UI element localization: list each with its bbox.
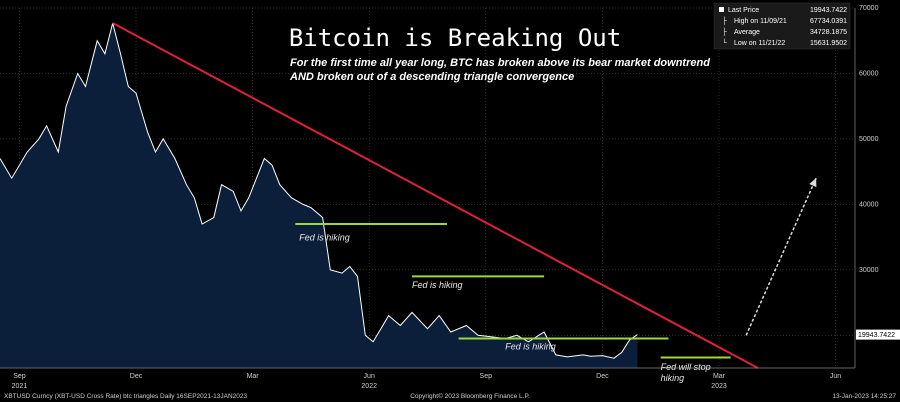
y-tick-label: 50000: [859, 136, 879, 143]
chart-title: Bitcoin is Breaking Out: [289, 24, 621, 52]
legend-label-last: Last Price: [728, 7, 759, 14]
legend-value-low: 15631.9502: [810, 40, 847, 47]
x-tick-label: Dec: [596, 373, 609, 380]
breakout-arrow-shaft: [745, 177, 817, 336]
chart-subtitle-line-2: AND broken out of a descending triangle …: [289, 71, 574, 83]
breakout-arrow-head: [809, 178, 817, 188]
legend-swatch: [719, 7, 724, 12]
y-tick-label: 40000: [859, 201, 879, 208]
support-label: Fed is hiking: [412, 280, 463, 290]
legend-box: [713, 2, 851, 50]
legend-value-last: 19943.7422: [810, 7, 847, 14]
x-year-label: 2023: [711, 383, 727, 390]
footer-copyright: Copyright© 2023 Bloomberg Finance L.P.: [410, 392, 530, 400]
x-tick-label: Mar: [713, 373, 726, 380]
legend-marker-average: ├: [722, 27, 727, 37]
x-tick-label: Mar: [247, 373, 260, 380]
legend-marker-high: ├: [722, 16, 727, 26]
x-year-label: 2021: [12, 383, 28, 390]
downtrend-line: [112, 22, 759, 369]
legend-marker-low: └: [722, 38, 727, 47]
x-tick-label: Jun: [364, 373, 375, 380]
y-tick-label: 60000: [859, 70, 879, 77]
y-tick-label: 70000: [859, 5, 879, 12]
support-label: Fed is hiking: [299, 232, 350, 242]
x-tick-label: Dec: [130, 373, 143, 380]
support-label-line-2: hiking: [661, 373, 685, 383]
x-tick-label: Sep: [13, 373, 26, 380]
last-price-label: 19943.7422: [858, 332, 895, 339]
legend-value-average: 34728.1875: [810, 29, 847, 36]
last-price-tag: [856, 329, 900, 340]
annotation-labels: Fed is hiking Fed is hiking Fed is hiking F…: [299, 232, 710, 383]
price-area: [0, 23, 638, 368]
legend-label-average: Average: [734, 29, 760, 36]
footer-timestamp: 13-Jan-2023 14:25:27: [832, 393, 896, 400]
chart-subtitle-line-1: For the first time all year long, BTC ha…: [290, 57, 710, 69]
x-tick-label: Jun: [830, 373, 841, 380]
legend: Last Price 19943.7422 ├ High on 11/09/21…: [713, 2, 851, 50]
footer-source: XBTUSD Curncy (XBT-USD Cross Rate) btc t…: [4, 393, 248, 400]
legend-label-high: High on 11/09/21: [734, 18, 787, 25]
x-tick-label: Sep: [480, 373, 493, 380]
legend-label-low: Low on 11/21/22: [734, 40, 785, 47]
axes: 200003000040000500006000070000SepDecMarJ…: [0, 5, 900, 390]
support-label: Fed is hiking: [505, 342, 556, 352]
annotation-lines: [112, 22, 817, 369]
y-tick-label: 30000: [859, 267, 879, 274]
support-label: Fed will stop: [661, 362, 711, 372]
legend-value-high: 67734.0391: [810, 18, 847, 25]
x-year-label: 2022: [361, 383, 377, 390]
